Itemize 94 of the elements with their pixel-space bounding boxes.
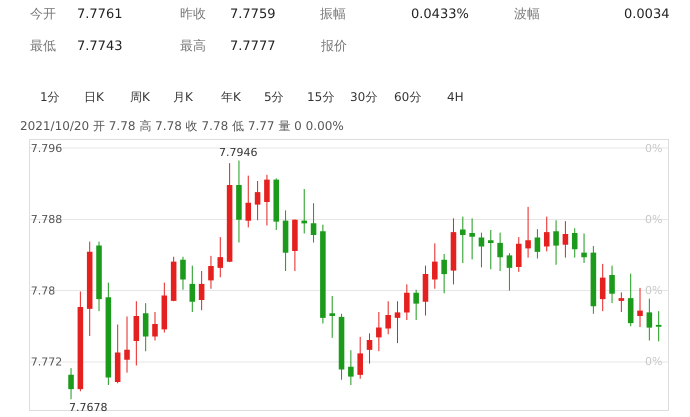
candlestick — [469, 218, 475, 260]
candlestick — [292, 218, 298, 272]
text: 15分 — [307, 90, 334, 104]
candlestick — [124, 316, 130, 374]
candlestick — [338, 313, 344, 380]
candlestick — [441, 254, 447, 294]
candlestick — [628, 273, 634, 327]
candlestick — [413, 289, 419, 320]
candlestick — [218, 236, 224, 278]
candlestick — [180, 256, 186, 290]
candlestick — [478, 232, 484, 268]
candlestick — [544, 216, 550, 252]
candlestick — [516, 236, 522, 272]
y-tick-label: 7.788 — [30, 213, 62, 226]
candlestick — [600, 263, 606, 312]
candlestick — [162, 282, 168, 333]
candlestick — [404, 284, 410, 320]
candlestick — [254, 180, 260, 221]
text: 60分 — [394, 90, 422, 104]
text: 5分 — [264, 90, 284, 104]
candlestick — [282, 210, 288, 272]
candlestick — [152, 311, 158, 341]
candlestick — [114, 324, 120, 384]
candlestick — [273, 178, 280, 230]
candlestick — [357, 336, 363, 380]
candlestick — [198, 270, 204, 311]
text: 7.7761 — [77, 7, 122, 22]
text: 1分 — [40, 90, 60, 104]
candlestick — [376, 311, 382, 352]
candlestick — [422, 265, 428, 316]
candlestick — [310, 202, 316, 243]
text: 7.7777 — [230, 39, 276, 54]
text: 月K — [173, 90, 194, 104]
candlestick — [450, 218, 456, 285]
text: 今开 — [30, 7, 56, 22]
candlestick — [142, 302, 148, 352]
candlestick — [170, 256, 176, 302]
y-tick-label: 7.78 — [30, 284, 56, 298]
text: 最低 — [30, 39, 56, 54]
candlestick — [572, 228, 578, 258]
candlestick — [525, 206, 531, 258]
candlestick — [488, 230, 494, 270]
text: 0.0433% — [411, 7, 469, 22]
text: 报价 — [320, 39, 347, 54]
annotation: 7.7678 — [69, 401, 108, 414]
text: 周K — [130, 90, 151, 104]
y-tick-label: 7.796 — [30, 142, 62, 155]
candlestick — [208, 255, 214, 290]
candlestick — [348, 350, 354, 386]
candlestick — [618, 292, 624, 312]
text: 日K — [84, 90, 105, 104]
candlestick — [320, 224, 326, 324]
candlestick — [646, 298, 652, 341]
candlestick — [460, 216, 466, 264]
candlestick — [68, 368, 74, 400]
text: 最高 — [180, 38, 206, 54]
text: 4H — [447, 90, 464, 104]
candlestick — [86, 241, 92, 337]
candlestick — [394, 300, 400, 344]
candlestick — [656, 310, 662, 342]
text: 0.0034 — [624, 7, 670, 22]
candlestick — [637, 287, 643, 328]
candlestick — [190, 265, 196, 312]
candlestick — [497, 232, 503, 272]
candlestick — [553, 220, 559, 266]
annotation: 7.7946 — [219, 146, 258, 159]
candlestick — [78, 290, 84, 392]
text: 7.7759 — [230, 7, 276, 22]
candlestick — [245, 175, 252, 228]
candlestick — [366, 332, 372, 364]
text: 波幅 — [514, 7, 540, 22]
text: 7.7743 — [77, 39, 122, 54]
text: 昨收 — [180, 7, 206, 22]
candlestick — [301, 188, 308, 234]
text: 2021/10/20 开 7.78 高 7.78 收 7.78 低 7.77 量 0 0.00% — [20, 119, 344, 133]
text: 年K — [221, 90, 242, 104]
candlestick — [236, 160, 242, 243]
candlestick — [432, 242, 438, 290]
candlestick — [264, 174, 270, 226]
candlestick — [506, 252, 512, 292]
candlestick — [106, 282, 112, 386]
candlestick — [581, 233, 587, 264]
text: 30分 — [350, 90, 378, 104]
candlestick — [226, 162, 232, 263]
candlestick — [96, 241, 102, 312]
candlestick — [134, 300, 140, 366]
candlestick — [329, 295, 335, 338]
candlestick — [609, 265, 615, 304]
candlestick — [590, 246, 596, 314]
text: 振幅 — [320, 7, 346, 22]
y-tick-label: 7.772 — [30, 356, 62, 369]
candlestick — [562, 220, 568, 258]
candlestick — [534, 228, 540, 260]
candlestick — [385, 300, 391, 335]
